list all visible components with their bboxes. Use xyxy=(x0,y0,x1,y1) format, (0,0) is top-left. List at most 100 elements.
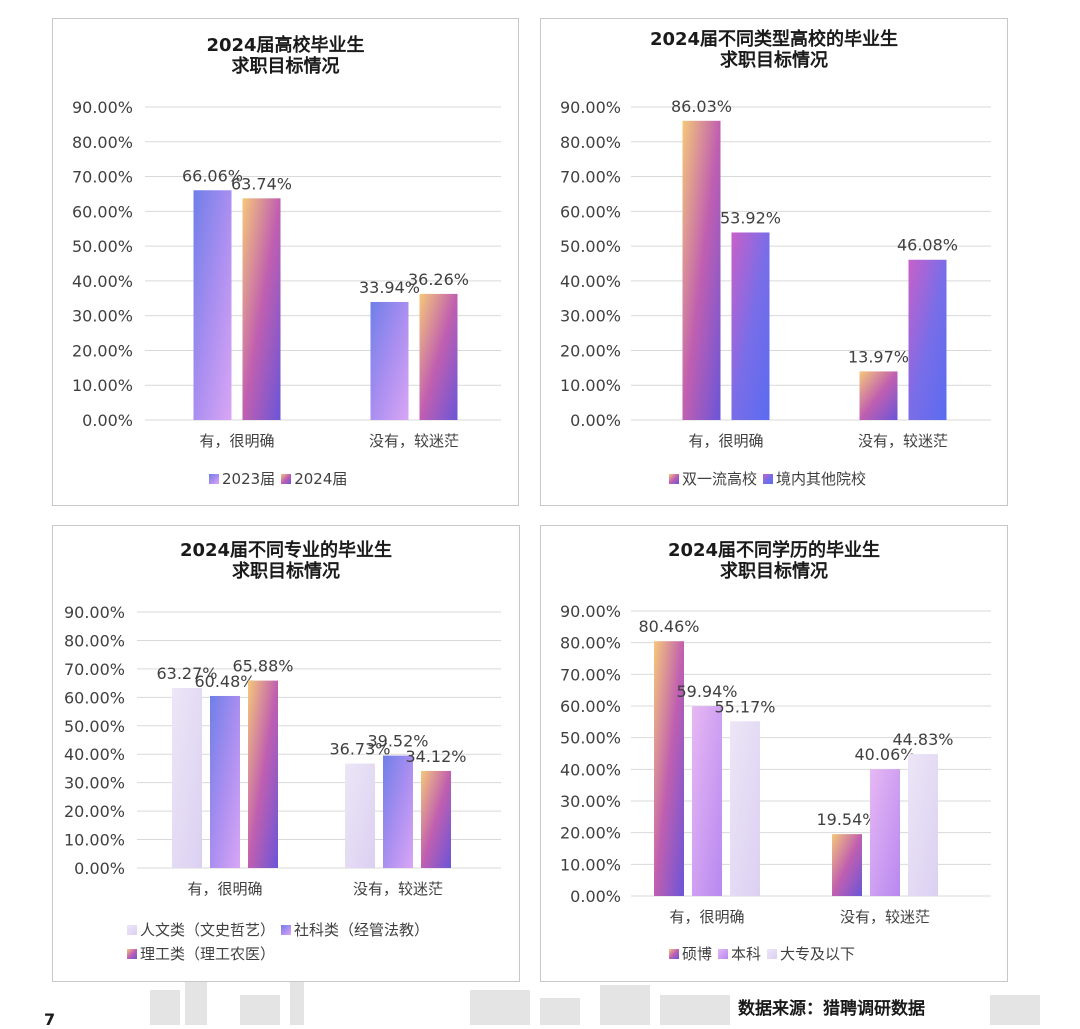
y-tick-label: 60.00% xyxy=(560,697,621,716)
y-tick-label: 30.00% xyxy=(72,307,133,326)
chart-title-line-2: 求职目标情况 xyxy=(231,56,340,77)
legend-swatch xyxy=(281,925,292,935)
y-tick-label: 90.00% xyxy=(72,98,133,117)
y-tick-label: 70.00% xyxy=(560,168,621,187)
chart-title: 2024届不同类型高校的毕业生 求职目标情况 xyxy=(541,29,1007,71)
y-tick-label: 40.00% xyxy=(560,272,621,291)
y-tick-label: 30.00% xyxy=(560,307,621,326)
x-category-label: 没有，较迷茫 xyxy=(369,432,459,450)
y-tick-label: 20.00% xyxy=(72,341,133,360)
chart-panel-4: 2024届不同学历的毕业生 求职目标情况 90.00% 80.00% 70.00% 6… xyxy=(540,525,1008,982)
legend-label: 人文类（文史哲艺） xyxy=(140,921,276,939)
bar xyxy=(730,721,760,896)
data-label: 36.26% xyxy=(408,270,469,289)
data-label: 60.48% xyxy=(194,672,255,691)
x-category-label: 没有，较迷茫 xyxy=(840,908,930,926)
bar xyxy=(692,706,722,896)
y-tick-label: 30.00% xyxy=(560,792,621,811)
data-label: 44.83% xyxy=(892,730,953,749)
chart-title-line-2: 求职目标情况 xyxy=(720,50,828,71)
chart-title-line-1: 2024届不同专业的毕业生 xyxy=(179,540,393,561)
legend-swatch xyxy=(281,474,292,484)
legend-item: 2023届 xyxy=(209,467,275,491)
chart-panel-2: 2024届不同类型高校的毕业生 求职目标情况 90.00% 80.00% 70.00… xyxy=(540,18,1008,506)
legend-label: 双一流高校 xyxy=(682,470,758,488)
legend-swatch xyxy=(127,925,137,935)
bar xyxy=(242,198,281,420)
data-label: 65.88% xyxy=(232,657,293,676)
data-label: 86.03% xyxy=(671,97,732,116)
legend-item: 社科类（经管法教） xyxy=(281,918,429,942)
y-tick-label: 10.00% xyxy=(64,831,125,850)
chart-title: 2024届不同学历的毕业生 求职目标情况 xyxy=(541,540,1007,582)
legend-label: 境内其他院校 xyxy=(776,470,867,488)
chart-legend: 硕博 本科 大专及以下 xyxy=(669,942,861,966)
y-tick-label: 10.00% xyxy=(560,855,621,874)
y-tick-label: 40.00% xyxy=(72,272,133,291)
x-category-label: 没有，较迷茫 xyxy=(353,880,443,898)
y-tick-label: 0.00% xyxy=(82,411,133,430)
data-label: 80.46% xyxy=(638,617,699,636)
bar-chart-svg: 90.00% 80.00% 70.00% 60.00% 50.00% 40.00% 30.0… xyxy=(72,98,501,450)
bar xyxy=(210,695,240,868)
y-tick-label: 60.00% xyxy=(72,202,133,221)
y-tick-label: 80.00% xyxy=(560,133,621,152)
chart-legend: 2023届 2024届 xyxy=(209,467,353,491)
y-tick-label: 80.00% xyxy=(72,133,133,152)
legend-item: 人文类（文史哲艺） xyxy=(127,918,275,942)
chart-panel-3: 2024届不同专业的毕业生 求职目标情况 90.00% 80.00% 70.00% 6… xyxy=(52,525,520,982)
legend-label: 社科类（经管法教） xyxy=(294,921,430,939)
data-label: 66.06% xyxy=(182,166,243,185)
legend-item: 硕博 xyxy=(669,942,712,966)
bar xyxy=(832,834,862,896)
bar xyxy=(370,301,409,420)
bar-chart-svg: 90.00% 80.00% 70.00% 60.00% 50.00% 40.00% 30.0… xyxy=(64,603,501,898)
bar xyxy=(654,641,684,896)
bar xyxy=(419,293,458,420)
legend-label: 2024届 xyxy=(294,470,348,488)
y-tick-label: 90.00% xyxy=(64,603,125,622)
chart-title-line-1: 2024届不同类型高校的毕业生 xyxy=(649,29,899,50)
legend-swatch xyxy=(767,949,778,959)
data-label: 13.97% xyxy=(848,347,909,366)
y-tick-label: 20.00% xyxy=(560,824,621,843)
chart-legend: 人文类（文史哲艺） 社科类（经管法教） 理工类（理工农医） xyxy=(127,918,507,966)
data-label: 34.12% xyxy=(405,747,466,766)
legend-item: 本科 xyxy=(718,942,761,966)
bar xyxy=(908,754,938,896)
y-tick-label: 70.00% xyxy=(560,665,621,684)
bar xyxy=(345,763,375,868)
legend-label: 大专及以下 xyxy=(780,945,856,963)
data-label: 55.17% xyxy=(714,697,775,716)
chart-title-line-1: 2024届不同学历的毕业生 xyxy=(667,540,881,561)
y-tick-label: 20.00% xyxy=(560,341,621,360)
legend-swatch xyxy=(127,949,137,959)
bar xyxy=(682,120,721,421)
y-tick-label: 90.00% xyxy=(560,98,621,117)
y-tick-label: 50.00% xyxy=(64,717,125,736)
chart-title: 2024届不同专业的毕业生 求职目标情况 xyxy=(53,540,519,582)
data-label: 59.94% xyxy=(676,682,737,701)
legend-item: 大专及以下 xyxy=(767,942,855,966)
chart-title-line-2: 求职目标情况 xyxy=(232,561,340,582)
y-tick-label: 0.00% xyxy=(74,859,125,878)
x-category-label: 有，很明确 xyxy=(688,432,763,450)
legend-label: 理工类（理工农医） xyxy=(140,945,276,963)
data-label: 63.27% xyxy=(156,664,217,683)
x-category-label: 有，很明确 xyxy=(199,432,274,450)
chart-panel-1: 2024届高校毕业生 求职目标情况 90.00% 80.00% 70.00% 60.0… xyxy=(52,18,519,506)
legend-item: 理工类（理工农医） xyxy=(127,942,275,966)
data-label: 46.08% xyxy=(897,236,958,255)
y-tick-label: 70.00% xyxy=(72,168,133,187)
bar-chart-svg: 90.00% 80.00% 70.00% 60.00% 50.00% 40.00% 30.0… xyxy=(560,97,991,450)
bar-chart-svg: 90.00% 80.00% 70.00% 60.00% 50.00% 40.00% 30.0… xyxy=(560,602,991,926)
y-tick-label: 0.00% xyxy=(570,411,621,430)
legend-item: 双一流高校 xyxy=(669,467,757,491)
y-tick-label: 60.00% xyxy=(560,202,621,221)
y-tick-label: 90.00% xyxy=(560,602,621,621)
legend-swatch xyxy=(669,949,679,959)
y-tick-label: 30.00% xyxy=(64,774,125,793)
y-tick-label: 50.00% xyxy=(72,237,133,256)
x-category-label: 有，很明确 xyxy=(669,908,744,926)
